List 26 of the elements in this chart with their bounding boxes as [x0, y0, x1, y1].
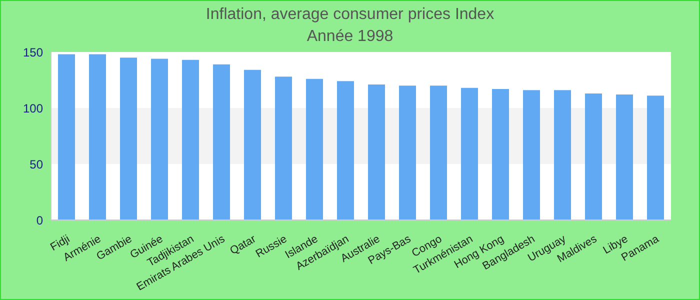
chart-title: Inflation, average consumer prices Index: [204, 5, 496, 25]
bar: [430, 86, 447, 220]
bar: [337, 81, 354, 220]
bar: [492, 88, 509, 220]
y-tick-label: 0: [36, 213, 44, 228]
y-tick-label: 50: [30, 157, 44, 172]
bar: [616, 94, 633, 220]
bar: [151, 58, 168, 220]
bar: [554, 90, 571, 220]
bar: [213, 64, 230, 220]
bar: [399, 86, 416, 220]
chart-subtitle: Année 1998: [306, 28, 394, 45]
bar: [120, 58, 137, 220]
bar: [275, 76, 292, 220]
bar: [89, 54, 106, 220]
y-tick-label: 150: [22, 45, 44, 60]
bar: [585, 93, 602, 220]
bar: [306, 78, 323, 220]
bar: [182, 60, 199, 220]
bar: [461, 88, 478, 220]
bar: [368, 84, 385, 220]
y-tick-label: 100: [22, 101, 44, 116]
bar: [58, 54, 75, 220]
bar: [523, 90, 540, 220]
bar: [244, 70, 261, 220]
bar: [647, 96, 664, 220]
